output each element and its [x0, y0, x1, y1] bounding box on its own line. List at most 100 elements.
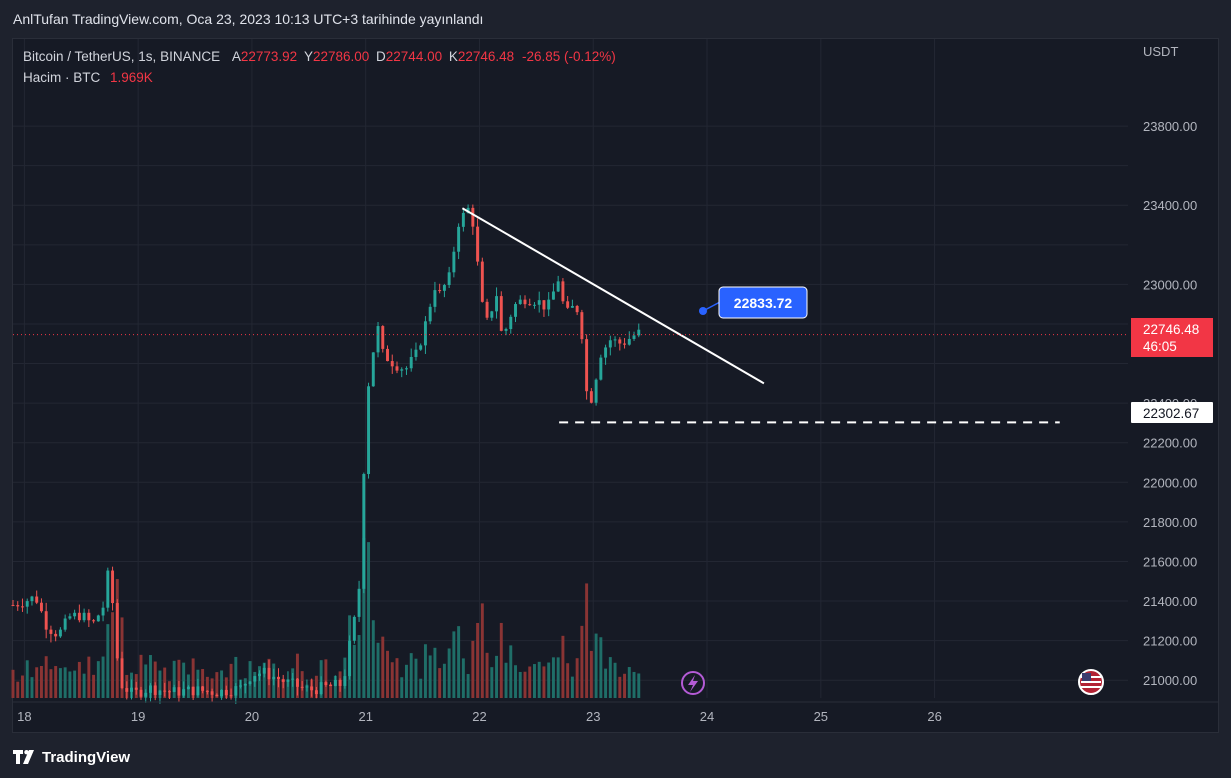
last-price-badge: [1131, 318, 1213, 357]
candle-body: [509, 316, 513, 330]
candle-body: [186, 686, 190, 690]
volume-bar: [201, 669, 205, 698]
volume-bar: [433, 647, 437, 698]
volume-bar: [82, 673, 86, 698]
candle-body: [106, 570, 110, 608]
volume-bar: [352, 644, 356, 698]
volume-bar: [423, 644, 427, 698]
currency-label[interactable]: USDT: [1143, 44, 1178, 59]
volume-bar: [551, 657, 555, 698]
y-tick-label: 23000.00: [1143, 277, 1197, 292]
volume-bar: [613, 662, 617, 698]
candle-body: [101, 607, 105, 616]
volume-bar: [594, 633, 598, 698]
volume-bar: [561, 635, 565, 698]
volume-bar: [457, 626, 461, 698]
candle-body: [305, 686, 309, 688]
candle-body: [182, 689, 186, 696]
candle-body: [542, 300, 546, 310]
price-axis[interactable]: 21000.00 21200.00 21400.00 21600.00 21800.00…: [1143, 44, 1197, 688]
candle-body: [566, 301, 570, 308]
candle-body: [158, 690, 162, 695]
candle-body: [461, 212, 465, 227]
volume-bar: [476, 622, 480, 698]
time-axis[interactable]: 18 19 20 21 22 23 24 25 26: [13, 701, 1219, 724]
candle-body: [134, 687, 138, 690]
candle-body: [547, 299, 551, 310]
candle-body: [409, 356, 413, 369]
candle-body: [608, 340, 612, 348]
candle-body: [442, 285, 446, 291]
legend-volume-label[interactable]: Hacim · BTC: [23, 70, 101, 85]
lightning-icon[interactable]: [681, 671, 705, 695]
volume-bar: [589, 650, 593, 698]
volume-bar: [523, 671, 527, 698]
volume-bar: [11, 669, 15, 698]
volume-bar: [68, 671, 72, 698]
candle-body: [580, 312, 584, 340]
volume-bar: [21, 675, 24, 698]
legend-high-label: Y: [303, 49, 313, 64]
volume-bar: [314, 675, 318, 698]
chart-frame[interactable]: [12, 38, 1219, 733]
candle-body: [300, 686, 304, 688]
volume-bar: [16, 681, 20, 698]
volume-bar: [452, 631, 456, 698]
candle-body: [632, 335, 636, 339]
candle-body: [196, 686, 200, 696]
volume-bar: [215, 672, 219, 698]
candle-body: [120, 658, 124, 689]
candle-body: [16, 605, 20, 607]
candle-body: [480, 261, 484, 302]
candle-body: [447, 272, 451, 286]
x-tick-label: 22: [472, 709, 486, 724]
volume-bar: [106, 624, 110, 698]
candle-body: [153, 685, 157, 695]
candle-body: [338, 680, 342, 686]
callout-connector: [702, 301, 721, 312]
candles[interactable]: [11, 204, 641, 704]
volume-bar: [153, 661, 157, 698]
volume-bar: [73, 670, 77, 698]
volume-bar: [533, 664, 536, 698]
support-price-badge: [1131, 402, 1213, 423]
x-tick-label: 19: [131, 709, 145, 724]
legend-open-label: A: [231, 49, 241, 64]
callout-box[interactable]: [718, 286, 808, 319]
volume-bar: [149, 655, 152, 698]
trend-line[interactable]: [461, 207, 765, 385]
volume-bar: [542, 666, 546, 698]
volume-bar: [547, 662, 551, 698]
volume-bar: [371, 620, 375, 698]
candle-body: [82, 612, 86, 621]
candle-body: [324, 682, 328, 686]
drawings[interactable]: 22833.72: [13, 207, 1128, 424]
candle-body: [490, 311, 494, 318]
candle-body: [414, 349, 418, 357]
volume-bar: [177, 659, 181, 698]
volume-bar: [580, 625, 584, 698]
volume-bar: [30, 677, 34, 698]
volume-bar: [87, 656, 91, 698]
candle-body: [167, 691, 171, 693]
callout-price: 22833.72: [734, 295, 793, 311]
us-flag-icon[interactable]: [1078, 669, 1104, 695]
candle-body: [367, 386, 371, 475]
volume-bar: [400, 677, 404, 698]
candle-body: [172, 687, 176, 692]
publication-text: AnlTufan TradingView.com, Oca 23, 2023 1…: [13, 11, 484, 27]
candle-body: [54, 633, 58, 637]
volume-bar: [362, 538, 366, 698]
candle-body: [333, 680, 337, 686]
candle-body: [220, 689, 224, 697]
candle-body: [495, 296, 499, 312]
candle-body: [537, 300, 541, 305]
legend-symbol[interactable]: Bitcoin / TetherUS, 1s, BINANCE: [23, 49, 221, 64]
candle-body: [234, 686, 238, 696]
tradingview-logo[interactable]: TradingView: [13, 746, 130, 768]
candle-body: [594, 379, 598, 403]
volume-bar: [509, 645, 513, 698]
candle-body: [286, 679, 290, 682]
lightning-icon-bolt: [688, 675, 698, 692]
price-chart[interactable]: 22833.72 21000.00 21200.00 21400.00 21600.0…: [0, 0, 1231, 733]
